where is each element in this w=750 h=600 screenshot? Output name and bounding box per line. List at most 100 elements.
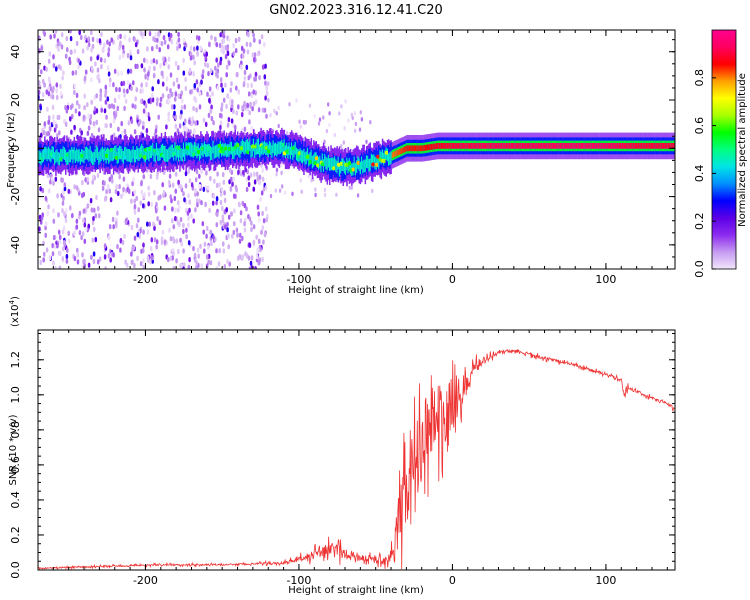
noise-speckle	[157, 79, 160, 85]
ridge-cell	[324, 153, 326, 167]
noise-speckle	[61, 177, 64, 183]
noise-speckle	[175, 77, 179, 83]
ridge-cell	[136, 146, 138, 159]
noise-speckle	[122, 88, 126, 94]
noise-speckle	[262, 218, 266, 224]
noise-speckle	[133, 235, 137, 241]
noise-speckle	[116, 190, 120, 197]
noise-speckle	[168, 180, 171, 186]
ridge-cell	[270, 142, 272, 155]
noise-speckle	[146, 255, 150, 261]
noise-speckle	[83, 105, 86, 111]
noise-speckle	[171, 206, 174, 212]
noise-speckle	[234, 38, 238, 44]
noise-speckle	[163, 205, 167, 211]
noise-speckle	[76, 259, 80, 265]
ridge-cell	[55, 150, 57, 164]
noise-speckle	[43, 31, 46, 37]
noise-speckle	[110, 37, 113, 43]
ridge-cell	[465, 143, 467, 149]
ridge-cell	[363, 159, 365, 173]
noise-speckle	[54, 66, 58, 72]
noise-speckle	[246, 82, 250, 88]
noise-speckle	[232, 193, 236, 199]
noise-speckle	[170, 91, 174, 97]
ridge-cell	[115, 145, 117, 158]
noise-speckle	[253, 37, 256, 43]
noise-speckle	[120, 121, 123, 127]
ridge-cell	[162, 143, 164, 157]
noise-speckle	[250, 82, 253, 88]
noise-speckle	[150, 255, 154, 261]
noise-speckle	[220, 106, 224, 112]
ridge-cell	[654, 143, 656, 149]
noise-speckle	[247, 175, 251, 181]
ridge-cell	[537, 143, 540, 149]
noise-speckle	[195, 107, 198, 113]
colorbar-tick-label: 0.4	[693, 165, 706, 183]
noise-speckle	[256, 176, 260, 182]
noise-speckle	[244, 251, 247, 257]
ridge-cell	[46, 148, 49, 162]
noise-speckle	[196, 247, 200, 253]
noise-speckle	[256, 51, 260, 57]
ridge-cell	[148, 148, 150, 162]
ridge-cell	[469, 143, 471, 149]
noise-speckle	[223, 264, 227, 269]
ridge-cell	[550, 143, 552, 149]
noise-speckle	[137, 207, 140, 213]
noise-speckle	[172, 224, 176, 230]
noise-speckle	[195, 198, 199, 204]
noise-speckle	[219, 120, 223, 126]
noise-speckle	[256, 204, 260, 210]
noise-speckle	[165, 99, 169, 105]
ridge-cell	[275, 142, 277, 156]
noise-speckle	[176, 220, 180, 226]
noise-speckle	[226, 93, 230, 99]
noise-speckle	[174, 60, 178, 67]
y-tick-label: 0.6	[9, 456, 22, 474]
noise-speckle	[261, 210, 264, 217]
ridge-cell	[476, 143, 478, 149]
noise-speckle	[232, 229, 236, 236]
ridge-cell	[615, 143, 617, 149]
noise-speckle	[203, 241, 207, 247]
noise-speckle	[236, 232, 239, 238]
noise-speckle	[65, 258, 69, 264]
ridge-cell	[367, 155, 369, 169]
noise-speckle	[91, 237, 94, 243]
noise-speckle	[154, 31, 157, 38]
noise-speckle	[264, 80, 267, 86]
noise-speckle	[159, 63, 162, 69]
y-tick-label: -20	[9, 188, 22, 206]
noise-speckle	[173, 96, 177, 102]
ridge-blob	[384, 150, 389, 155]
noise-speckle	[250, 125, 253, 131]
noise-speckle	[80, 235, 83, 241]
noise-speckle	[183, 126, 186, 132]
noise-speckle	[209, 108, 213, 114]
noise-speckle	[157, 31, 160, 37]
ridge-cell	[88, 149, 90, 162]
ridge-cell	[577, 143, 579, 149]
noise-speckle	[54, 30, 58, 34]
noise-speckle	[90, 99, 93, 105]
ridge-blob	[71, 149, 76, 154]
ridge-cell	[481, 143, 483, 149]
ridge-cell	[133, 149, 136, 163]
noise-speckle	[62, 195, 65, 201]
ridge-cell	[497, 143, 499, 149]
noise-speckle	[194, 207, 197, 213]
noise-speckle	[248, 119, 251, 125]
noise-speckle	[140, 82, 143, 88]
noise-speckle	[48, 51, 52, 57]
noise-speckle	[205, 51, 208, 57]
noise-speckle	[265, 90, 269, 97]
ridge-cell	[57, 151, 60, 165]
noise-speckle	[166, 257, 170, 263]
noise-speckle	[371, 188, 374, 194]
noise-speckle	[75, 185, 79, 191]
ridge-cell	[142, 146, 144, 159]
ridge-cell	[482, 143, 484, 149]
ridge-cell	[652, 143, 654, 149]
